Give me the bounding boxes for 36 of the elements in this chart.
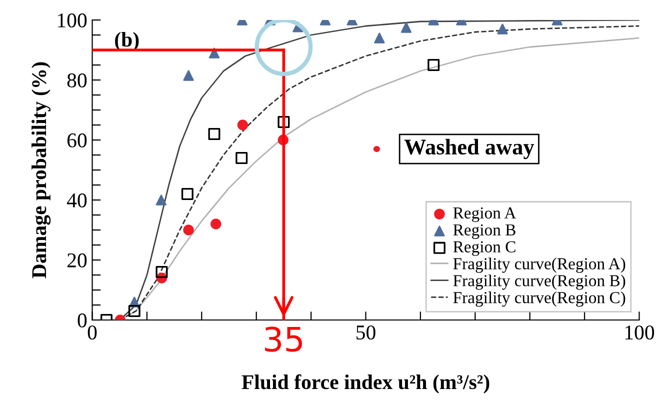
x-tick-label: 50	[356, 325, 376, 340]
point	[428, 59, 440, 71]
legend-label: Region A	[453, 207, 516, 222]
point	[208, 48, 220, 58]
y-tick-label: 0	[78, 313, 87, 328]
annotation: (b)	[115, 32, 139, 51]
point	[183, 70, 194, 81]
point	[183, 224, 194, 236]
point	[208, 128, 220, 140]
y-tick-label: 60	[67, 133, 87, 148]
y-tick-label: 100	[58, 13, 87, 28]
point	[236, 152, 248, 164]
point	[156, 266, 168, 278]
legend-label: Fragility curve(Region C)	[453, 292, 626, 307]
y-tick-label: 40	[66, 193, 87, 208]
ref-line-label: 35	[265, 326, 302, 352]
legend-label: Region C	[453, 241, 516, 256]
x-axis-title: Fluid force index u²h (m³/s²)	[242, 374, 490, 394]
x-tick-label: 100	[625, 325, 654, 340]
annotation: Washed away	[404, 138, 534, 160]
legend-label: Region B	[453, 224, 516, 239]
point	[497, 24, 508, 34]
point	[210, 218, 222, 230]
point	[156, 194, 167, 206]
point	[181, 188, 194, 200]
legend-label: Fragility curve(Region B)	[453, 274, 626, 290]
y-tick-label: 80	[67, 73, 87, 88]
legend-label: Fragility curve(Region A)	[453, 258, 626, 273]
x-tick-label: 0	[88, 325, 97, 340]
point	[278, 116, 290, 128]
point	[374, 32, 385, 44]
y-tick-label: 20	[67, 253, 87, 268]
point	[237, 120, 248, 130]
point	[400, 22, 412, 33]
y-axis-title: Damage probability (%)	[32, 62, 51, 278]
point	[128, 305, 140, 317]
